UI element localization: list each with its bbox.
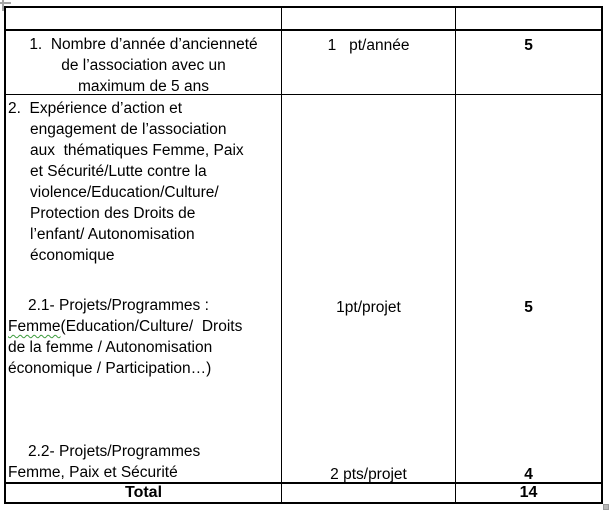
text-line: violence/Education/Culture/: [30, 184, 219, 201]
item-2-1-paragraph: 2.1- Projets/Programmes : Femme(Educatio…: [8, 295, 278, 379]
text-line: 2. Expérience d’action et: [8, 100, 183, 117]
notation-2-2-value: 2 pts/projet: [330, 466, 407, 483]
row1-note-max-value: 5: [524, 37, 533, 54]
total-value-cell: 14: [456, 484, 601, 502]
note-max-2-1-value: 5: [524, 299, 533, 316]
selection-artifact-vertical: [2, 0, 4, 11]
row1-notation-cell: 1 pt/année: [282, 31, 456, 95]
row2-criteria-cell: 2. Expérience d’action et engagement de …: [6, 95, 282, 484]
text-fragment: (Education/Culture/ Droits: [60, 318, 243, 335]
text-line: Protection des Droits de: [30, 205, 196, 222]
row2-note-max-cell: 5 4: [456, 95, 601, 484]
text-line: 2.2- Projets/Programmes: [28, 443, 201, 460]
text-line: 1. Nombre d’année d’ancienneté: [29, 36, 258, 53]
text-line: Femme, Paix et Sécurité: [8, 464, 178, 481]
text-line: de l’association avec un: [61, 57, 226, 74]
row2-notation-cell: 1pt/projet 2 pts/projet: [282, 95, 456, 484]
column-header-criteria: Critères d’évaluation technique: [6, 8, 282, 31]
text-line: maximum de 5 ans: [78, 78, 209, 95]
notation-2-1-value: 1pt/projet: [336, 299, 401, 316]
text-line: 2.1- Projets/Programmes :: [28, 297, 209, 314]
text-line: l’enfant/ Autonomisation: [30, 226, 195, 243]
evaluation-criteria-table: Critères d’évaluation technique notation…: [4, 6, 603, 504]
note-max-2-2-value: 4: [524, 466, 533, 483]
text-line: Femme(Education/Culture/ Droits: [8, 316, 278, 337]
column-header-note-maximale: Note maximale: [456, 8, 601, 31]
text-line: engagement de l’association: [30, 121, 227, 138]
item-2-paragraph: 2. Expérience d’action et engagement de …: [8, 98, 278, 266]
row1-notation-value: 1 pt/année: [327, 37, 410, 54]
row1-criteria-cell: 1. Nombre d’année d’ancienneté de l’asso…: [6, 31, 282, 95]
total-notation-cell: [282, 484, 456, 502]
row1-note-max-cell: 5: [456, 31, 601, 95]
item-2-2-paragraph: 2.2- Projets/Programmes Femme, Paix et S…: [8, 441, 278, 482]
spellchecked-word: Femme: [8, 318, 61, 335]
total-label-cell: Total: [6, 484, 282, 502]
text-line: et Sécurité/Lutte contre la: [30, 163, 207, 180]
selection-artifact-horizontal: [0, 2, 11, 4]
total-value: 14: [519, 484, 538, 501]
text-line: économique / Participation…): [8, 360, 212, 377]
column-header-notation: notation: [282, 8, 456, 31]
text-line: aux thématiques Femme, Paix: [30, 142, 244, 159]
total-label: Total: [124, 484, 163, 501]
table-resize-handle[interactable]: [603, 504, 609, 510]
text-line: de la femme / Autonomisation: [8, 339, 213, 356]
text-line: économique: [30, 247, 115, 264]
